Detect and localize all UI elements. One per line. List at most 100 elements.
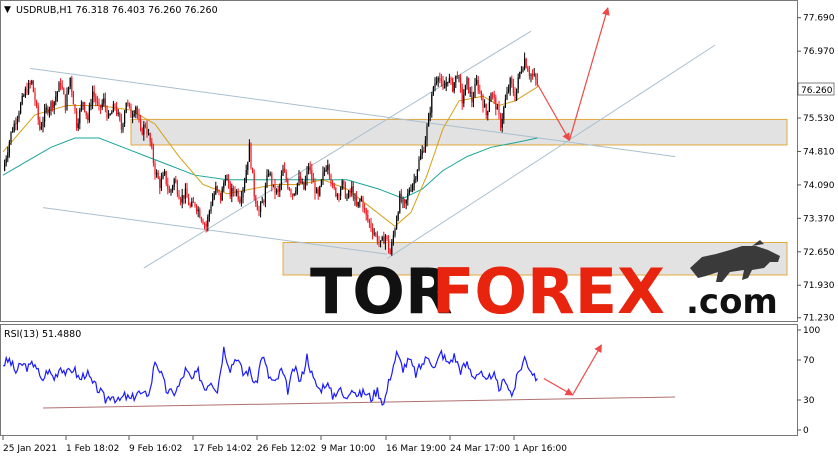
candle xyxy=(480,90,482,101)
candle xyxy=(28,79,30,96)
price-tick-label: 72.650 xyxy=(803,248,835,258)
candle xyxy=(45,103,47,114)
price-tick-label: 71.230 xyxy=(803,314,835,324)
candle xyxy=(143,121,145,141)
candle xyxy=(236,189,238,197)
candle xyxy=(519,71,521,80)
candle xyxy=(400,188,402,204)
candle xyxy=(303,181,305,191)
candle xyxy=(389,248,391,255)
candle xyxy=(167,177,169,195)
candle xyxy=(351,181,353,197)
candle xyxy=(7,146,9,163)
candle xyxy=(68,86,70,95)
candle xyxy=(80,100,82,112)
candle xyxy=(410,184,412,193)
candle xyxy=(356,191,358,208)
candle xyxy=(53,100,55,115)
candle xyxy=(165,170,167,187)
candle xyxy=(4,159,6,172)
candle xyxy=(44,103,46,128)
candle xyxy=(23,93,25,97)
candle xyxy=(344,181,346,199)
candle xyxy=(21,92,23,106)
candle xyxy=(55,90,57,106)
candle xyxy=(79,107,81,130)
candle xyxy=(439,72,441,84)
candle xyxy=(412,183,414,193)
candle xyxy=(194,201,196,208)
candle xyxy=(300,172,302,184)
candle xyxy=(397,211,399,222)
candle xyxy=(348,189,350,199)
candle xyxy=(525,57,527,69)
candle xyxy=(162,171,164,180)
candle xyxy=(359,198,361,208)
logo-text-forex: FOREX xyxy=(432,255,665,328)
candle xyxy=(376,231,378,245)
candle xyxy=(436,76,438,86)
candle xyxy=(264,182,266,208)
candle xyxy=(269,171,271,177)
candle xyxy=(69,77,71,90)
candle xyxy=(202,218,204,225)
candle xyxy=(10,131,12,145)
price-tick-label: 77.690 xyxy=(803,14,835,24)
candle xyxy=(314,178,316,200)
candle xyxy=(421,145,423,160)
candle xyxy=(336,193,338,200)
candle xyxy=(221,186,223,201)
candle xyxy=(47,105,49,116)
candle xyxy=(183,195,185,205)
candle xyxy=(296,182,298,195)
candle xyxy=(261,196,263,204)
candle xyxy=(370,217,372,232)
candle xyxy=(527,65,529,72)
candle xyxy=(460,73,462,93)
candle xyxy=(431,91,433,118)
time-tick-label: 9 Mar 10:00 xyxy=(321,444,376,454)
candle xyxy=(260,201,262,218)
candle xyxy=(152,143,154,167)
candle xyxy=(524,52,526,71)
candle xyxy=(512,78,514,97)
candle xyxy=(96,95,98,107)
candle xyxy=(84,101,86,113)
candle xyxy=(116,101,118,117)
candles xyxy=(4,52,538,256)
candle xyxy=(495,94,497,116)
candle xyxy=(204,221,206,230)
candle xyxy=(308,163,310,175)
current-price-tag: 76.260 xyxy=(797,82,835,96)
candle xyxy=(496,103,498,110)
candle xyxy=(352,181,354,202)
logo-text-com: .com xyxy=(686,282,778,322)
candle xyxy=(117,109,119,117)
candle xyxy=(335,187,337,198)
candle xyxy=(450,76,452,85)
dropdown-triangle-icon[interactable]: ▼ xyxy=(4,5,11,15)
candle xyxy=(88,102,90,123)
candle xyxy=(357,201,359,209)
candle xyxy=(224,174,226,186)
rsi-trend-line xyxy=(42,396,676,409)
candle xyxy=(108,110,110,119)
candle xyxy=(476,74,478,86)
candle xyxy=(279,183,281,197)
candle xyxy=(434,77,436,92)
forecast-arrow-1 xyxy=(568,7,610,141)
candle xyxy=(8,139,10,158)
candle xyxy=(468,77,470,94)
candle xyxy=(432,85,434,96)
candle xyxy=(378,235,380,247)
candle xyxy=(290,188,292,198)
candle xyxy=(504,94,506,108)
candle xyxy=(492,91,494,100)
candle xyxy=(293,193,295,197)
candle xyxy=(40,121,42,131)
time-axis: 25 Jan 2021 1 Feb 18:02 9 Feb 16:02 17 Feb … xyxy=(2,436,567,454)
candle xyxy=(295,187,297,196)
candle xyxy=(493,90,495,104)
candle xyxy=(276,188,278,195)
candle xyxy=(172,184,174,193)
